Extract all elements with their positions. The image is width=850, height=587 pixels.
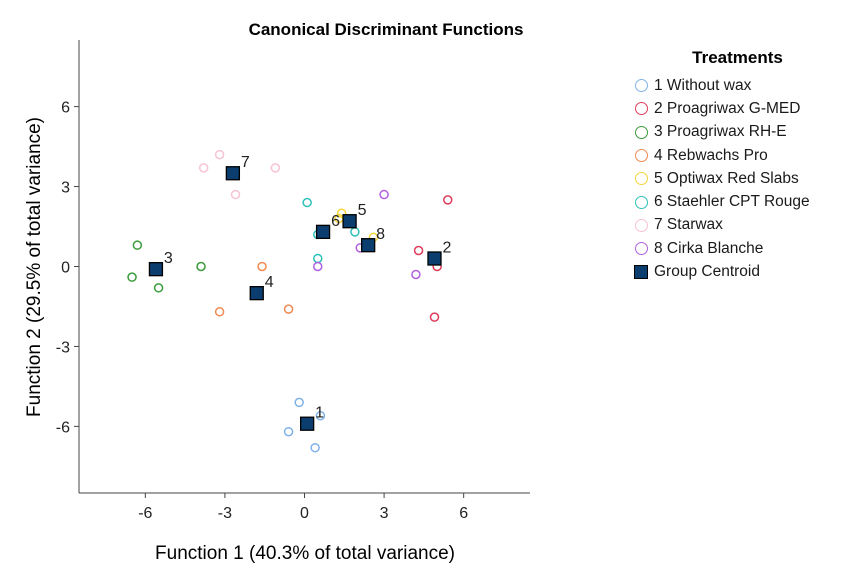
data-point	[310, 442, 320, 453]
centroid-label: 6	[331, 213, 340, 230]
data-point	[196, 261, 206, 272]
centroid-label: 7	[241, 154, 250, 171]
legend-label: 1 Without wax	[654, 76, 752, 94]
legend-marker	[630, 265, 652, 280]
data-point	[214, 149, 225, 160]
data-point	[132, 240, 143, 250]
data-point	[283, 304, 294, 314]
legend-label: 2 Proagriwax G-MED	[654, 99, 801, 117]
legend-circle-icon	[634, 172, 648, 186]
group-centroids: 1 2 3 4 5 6 7 8	[148, 154, 451, 431]
legend-marker	[630, 195, 652, 209]
data-point	[230, 189, 241, 200]
x-tick-label: 0	[300, 505, 309, 522]
centroid-label: 4	[265, 274, 274, 291]
legend-circle-icon	[634, 242, 648, 256]
x-axis-label: Function 1 (40.3% of total variance)	[155, 543, 455, 564]
group-centroid	[315, 224, 331, 240]
data-points	[127, 149, 453, 453]
legend-label: 5 Optiwax Red Slabs	[654, 169, 799, 187]
legend: Treatments 1 Without wax 2 Proagriwax G-M…	[630, 48, 845, 284]
y-tick-label: -3	[56, 339, 70, 356]
legend-item: 8 Cirka Blanche	[630, 237, 845, 260]
data-point	[257, 261, 267, 272]
data-point	[350, 227, 360, 237]
centroid-label: 1	[315, 405, 324, 422]
centroid-label: 5	[358, 202, 367, 219]
legend-item: 2 Proagriwax G-MED	[630, 97, 845, 120]
legend-item: 7 Starwax	[630, 214, 845, 237]
legend-label: 4 Rebwachs Pro	[654, 146, 768, 164]
data-point	[302, 197, 312, 208]
legend-circle-icon	[634, 102, 648, 116]
legend-item: 4 Rebwachs Pro	[630, 144, 845, 167]
data-point	[429, 312, 440, 322]
group-centroid	[427, 251, 442, 266]
data-point	[411, 269, 421, 280]
legend-label: 6 Staehler CPT Rouge	[654, 193, 810, 211]
data-point	[443, 195, 453, 205]
centroid-label: 8	[376, 226, 385, 243]
centroid-label: 2	[442, 240, 451, 257]
legend-title: Treatments	[692, 48, 783, 67]
legend-item: Group Centroid	[630, 260, 845, 283]
group-centroid	[342, 214, 357, 229]
legend-circle-icon	[634, 79, 648, 93]
data-point	[214, 307, 225, 317]
legend-item: 6 Staehler CPT Rouge	[630, 190, 845, 213]
group-centroid	[148, 262, 164, 277]
legend-item: 5 Optiwax Red Slabs	[630, 167, 845, 190]
data-point	[198, 163, 209, 173]
legend-label: 8 Cirka Blanche	[654, 239, 764, 257]
legend-item: 3 Proagriwax RH-E	[630, 121, 845, 144]
data-point	[127, 272, 137, 282]
group-centroid	[249, 285, 264, 301]
legend-marker	[630, 242, 652, 256]
group-centroid	[361, 238, 376, 253]
data-point	[294, 397, 304, 408]
legend-marker	[630, 125, 652, 139]
legend-circle-icon	[634, 218, 648, 232]
axis-ticks: -6 -3 0 3 6 6 3 0 -3 -6	[56, 100, 468, 522]
data-point	[313, 253, 323, 264]
x-tick-label: -6	[138, 505, 152, 522]
legend-label: Group Centroid	[654, 263, 760, 281]
legend-label: 7 Starwax	[654, 216, 723, 234]
legend-marker	[630, 149, 652, 163]
data-point	[283, 426, 294, 437]
centroid-label: 3	[164, 250, 173, 267]
legend-marker	[630, 79, 652, 93]
legend-items: 1 Without wax 2 Proagriwax G-MED 3 Proagri…	[630, 74, 845, 284]
legend-marker	[630, 218, 652, 232]
legend-circle-icon	[634, 149, 648, 163]
x-tick-label: 3	[380, 505, 389, 522]
y-axis-label: Function 2 (29.5% of total variance)	[24, 117, 45, 417]
group-centroid	[300, 416, 315, 431]
chart-title: Canonical Discriminant Functions	[249, 20, 524, 39]
group-centroid	[225, 166, 241, 181]
legend-square-icon	[634, 265, 648, 280]
data-point	[313, 261, 323, 272]
legend-label: 3 Proagriwax RH-E	[654, 123, 787, 141]
legend-circle-icon	[634, 195, 648, 209]
data-point	[379, 189, 389, 200]
y-tick-label: 0	[61, 260, 70, 277]
data-point	[153, 283, 164, 293]
x-tick-label: -3	[218, 505, 232, 522]
data-point	[315, 410, 326, 421]
legend-item: 1 Without wax	[630, 74, 845, 97]
data-point	[336, 208, 347, 218]
legend-circle-icon	[634, 125, 648, 139]
y-tick-label: 3	[61, 180, 70, 197]
y-tick-label: 6	[61, 100, 70, 117]
data-point	[270, 163, 281, 173]
x-tick-label: 6	[459, 505, 468, 522]
legend-marker	[630, 172, 652, 186]
legend-marker	[630, 102, 652, 116]
data-point	[413, 245, 424, 256]
y-tick-label: -6	[56, 419, 70, 436]
